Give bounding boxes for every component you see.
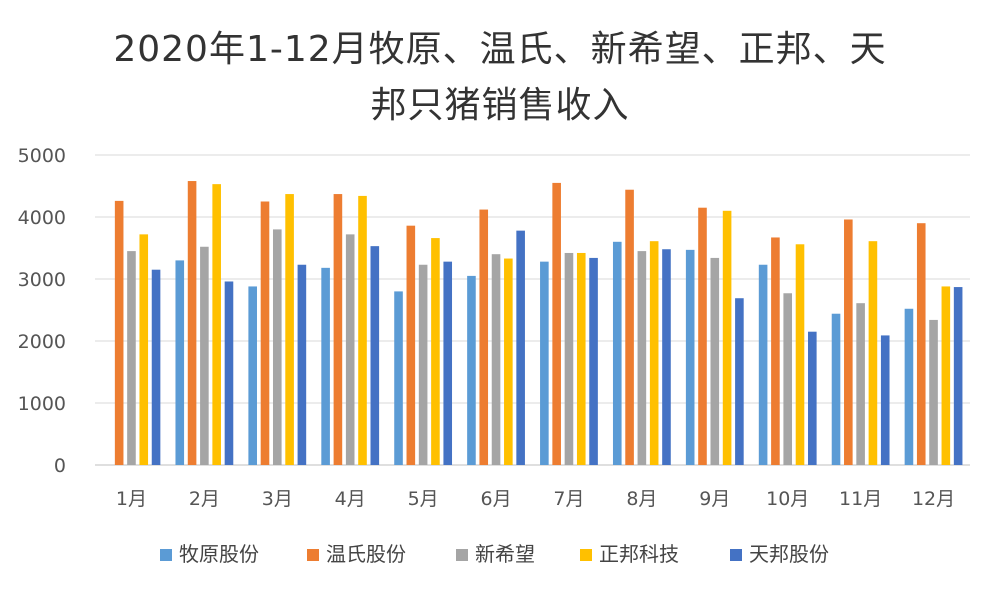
legend-label: 新希望 <box>475 542 535 566</box>
bar <box>941 286 951 465</box>
bar <box>516 230 525 465</box>
legend-label: 天邦股份 <box>749 542 829 566</box>
legend-swatch <box>160 549 172 561</box>
legend-label: 正邦科技 <box>599 542 679 566</box>
bar <box>722 210 732 465</box>
x-tick-label: 10月 <box>766 488 809 510</box>
chart-title-line-1: 2020年1-12月牧原、温氏、新希望、正邦、天 <box>113 29 887 70</box>
bar <box>200 246 209 465</box>
bar <box>808 331 817 465</box>
chart-title-line-2: 邦只猪销售收入 <box>370 85 630 126</box>
bar <box>285 194 294 465</box>
bar <box>139 234 149 465</box>
bar <box>272 229 282 465</box>
bar <box>662 249 671 465</box>
bar <box>904 308 914 465</box>
bar <box>637 251 647 465</box>
bar <box>187 181 197 466</box>
bar <box>576 252 586 465</box>
y-tick-label: 2000 <box>18 331 66 353</box>
bar <box>175 260 185 465</box>
bar <box>418 264 428 465</box>
bar <box>479 209 489 465</box>
bar <box>467 275 476 465</box>
x-tick-label: 5月 <box>408 488 439 510</box>
bar <box>758 264 768 465</box>
bar <box>297 264 307 465</box>
legend-label: 温氏股份 <box>326 542 406 566</box>
bar <box>685 249 695 465</box>
bar <box>625 189 634 465</box>
bar <box>868 241 878 465</box>
bar <box>698 207 707 465</box>
y-tick-label: 1000 <box>18 393 66 415</box>
bar <box>333 194 343 465</box>
y-tick-label: 4000 <box>18 207 66 229</box>
bar <box>783 293 793 465</box>
legend-swatch <box>307 549 319 561</box>
bar <box>491 254 501 465</box>
bar <box>248 286 257 465</box>
x-tick-label: 7月 <box>553 488 584 510</box>
bar <box>844 219 853 465</box>
bar <box>953 287 963 465</box>
bar <box>370 246 380 465</box>
bar <box>151 269 161 465</box>
bar <box>916 223 926 465</box>
legend-label: 牧原股份 <box>179 542 259 566</box>
bar <box>649 241 659 465</box>
x-tick-label: 9月 <box>699 488 730 510</box>
legend-swatch <box>580 549 592 561</box>
y-tick-label: 3000 <box>18 269 66 291</box>
bar <box>127 251 136 465</box>
bar <box>564 252 574 465</box>
bar <box>114 200 124 465</box>
bar <box>443 261 453 465</box>
bar <box>771 237 780 465</box>
x-tick-label: 4月 <box>335 488 366 510</box>
bar <box>856 303 865 465</box>
bar <box>406 225 416 465</box>
y-tick-label: 0 <box>54 455 66 477</box>
x-tick-label: 3月 <box>262 488 293 510</box>
bar <box>345 234 355 465</box>
bar <box>795 244 805 465</box>
bar <box>831 313 841 465</box>
bar <box>540 261 549 465</box>
legend-swatch <box>456 549 468 561</box>
bar <box>710 257 720 465</box>
x-tick-label: 8月 <box>626 488 657 510</box>
bar <box>224 281 234 465</box>
bar <box>394 291 403 465</box>
x-tick-label: 11月 <box>839 488 882 510</box>
bar <box>321 267 330 465</box>
bar <box>880 335 890 465</box>
y-tick-label: 5000 <box>18 145 66 167</box>
x-tick-label: 6月 <box>480 488 511 510</box>
bar <box>612 241 622 465</box>
bar <box>431 238 440 465</box>
x-tick-label: 1月 <box>116 488 147 510</box>
bar <box>260 201 270 465</box>
bar <box>358 195 367 466</box>
bar <box>552 182 561 465</box>
bar <box>212 184 221 465</box>
bar <box>504 258 513 465</box>
bar <box>735 298 744 465</box>
bar <box>929 319 938 465</box>
x-tick-label: 12月 <box>912 488 955 510</box>
bar <box>589 257 598 465</box>
x-tick-label: 2月 <box>189 488 220 510</box>
legend-swatch <box>730 549 742 561</box>
